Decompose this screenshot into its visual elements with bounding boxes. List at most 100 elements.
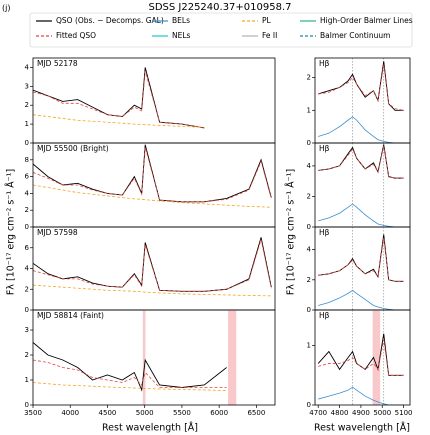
y-tick-label: 1 xyxy=(307,342,311,350)
y-tick-label: 1 xyxy=(25,376,29,384)
spectrum-line xyxy=(318,116,404,143)
spectrum-line xyxy=(318,203,404,227)
plot-area xyxy=(318,58,404,143)
x-tick-label: 4500 xyxy=(99,409,117,417)
panel-annotation: MJD 57598 xyxy=(37,228,78,237)
plot-frame xyxy=(314,57,411,144)
panel-annotation: Hβ xyxy=(319,228,330,237)
x-tick-label: 4700 xyxy=(309,409,327,417)
spectrum-line xyxy=(317,333,404,376)
y-tick-label: 2 xyxy=(307,192,311,200)
spectrum-line xyxy=(33,67,205,129)
panel-annotation: Hβ xyxy=(319,144,330,153)
x-tick-label: 4800 xyxy=(331,409,349,417)
y-tick-label: 2 xyxy=(25,101,29,109)
spectrum-line xyxy=(318,145,404,179)
spectrum-line xyxy=(33,237,272,292)
spectrum-line xyxy=(33,114,205,128)
shaded-region xyxy=(142,310,146,405)
legend-label: High-Order Balmer Lines xyxy=(320,16,413,25)
legend-label: Balmer Continuum xyxy=(320,31,390,40)
x-axis-label: Rest wavelength [Å] xyxy=(102,422,198,434)
y-tick-label: 0 xyxy=(307,139,311,147)
y-tick-label: 0 xyxy=(307,223,311,231)
legend-label: Fitted QSO xyxy=(56,31,96,40)
y-tick-label: 1 xyxy=(307,106,311,114)
plot-frame xyxy=(32,142,276,228)
legend-label: NELs xyxy=(172,31,191,40)
y-tick-label: 1 xyxy=(25,120,29,128)
spectrum-line xyxy=(318,386,404,405)
y-axis-label: Fλ [10⁻¹⁷ erg cm⁻² s⁻¹ Å⁻¹] xyxy=(285,169,297,295)
plot-area xyxy=(317,310,404,405)
legend-label: PL xyxy=(262,16,272,25)
panel-annotation: Hβ xyxy=(319,59,330,68)
panel-annotation: MJD 58814 (Faint) xyxy=(37,311,104,320)
spectrum-line xyxy=(318,61,404,111)
panel-annotation: MJD 52178 xyxy=(37,59,78,68)
spectrum-line xyxy=(318,234,404,282)
y-tick-label: 0 xyxy=(25,139,29,147)
y-tick-label: 2 xyxy=(25,206,29,214)
y-tick-label: 4 xyxy=(307,162,312,170)
spectrum-line xyxy=(33,147,272,203)
spectrum-line xyxy=(33,359,227,388)
plot-area xyxy=(33,67,205,129)
spectrum-line xyxy=(318,237,404,282)
plot-frame xyxy=(314,142,411,228)
x-tick-label: 3500 xyxy=(24,409,42,417)
x-tick-label: 4000 xyxy=(61,409,79,417)
y-tick-label: 0 xyxy=(25,401,29,409)
plot-area xyxy=(33,144,272,208)
plot-frame xyxy=(32,226,276,311)
x-tick-label: 4900 xyxy=(352,409,370,417)
plot-frame xyxy=(314,309,411,406)
y-tick-label: 3 xyxy=(25,82,29,90)
panel-annotation: Hβ xyxy=(319,311,330,320)
x-tick-label: 5000 xyxy=(373,409,391,417)
spectrum-line xyxy=(318,289,404,310)
y-tick-label: 0 xyxy=(307,306,311,314)
y-axis-label: Fλ [10⁻¹⁷ erg cm⁻² s⁻¹ Å⁻¹] xyxy=(5,169,17,295)
legend-label: BELs xyxy=(172,16,190,25)
y-tick-label: 0 xyxy=(25,223,29,231)
y-tick-label: 0 xyxy=(25,306,29,314)
shaded-region xyxy=(372,310,381,405)
y-tick-label: 0 xyxy=(307,401,311,409)
legend-label: Fe II xyxy=(262,31,277,40)
y-tick-label: 8 xyxy=(25,156,29,164)
plot-area xyxy=(33,237,272,297)
y-tick-label: 2 xyxy=(25,285,29,293)
y-tick-label: 2 xyxy=(25,351,29,359)
plot-frame xyxy=(32,309,276,406)
spectrum-line xyxy=(318,339,404,376)
y-tick-label: 6 xyxy=(25,244,30,252)
x-tick-label: 5500 xyxy=(173,409,191,417)
spectrum-line xyxy=(33,71,205,129)
chart-title: SDSS J225240.37+010958.7 xyxy=(148,2,291,13)
y-tick-label: 2 xyxy=(307,74,311,82)
spectrum-line xyxy=(318,64,404,111)
legend-box xyxy=(29,12,413,48)
x-tick-label: 5100 xyxy=(395,409,413,417)
plot-area xyxy=(33,310,237,405)
x-tick-label: 6000 xyxy=(210,409,228,417)
spectrum-line xyxy=(33,284,272,297)
legend-label: QSO (Obs. − Decomps. GAL) xyxy=(56,16,164,25)
spectrum-line xyxy=(33,382,227,391)
spectrum-line xyxy=(33,342,227,392)
spectrum-line xyxy=(33,184,272,208)
y-tick-label: 4 xyxy=(25,189,30,197)
y-tick-label: 6 xyxy=(25,173,30,181)
y-tick-label: 2 xyxy=(307,276,311,284)
y-tick-label: 3 xyxy=(25,326,29,334)
y-tick-label: 4 xyxy=(307,246,312,254)
panel-annotation: MJD 55500 (Bright) xyxy=(37,144,109,153)
x-tick-label: 5000 xyxy=(136,409,154,417)
x-axis-label: Rest wavelength [Å] xyxy=(314,422,410,434)
y-tick-label: 4 xyxy=(25,265,30,273)
plot-area xyxy=(318,143,404,227)
shaded-region xyxy=(228,310,237,405)
x-tick-label: 6500 xyxy=(247,409,265,417)
